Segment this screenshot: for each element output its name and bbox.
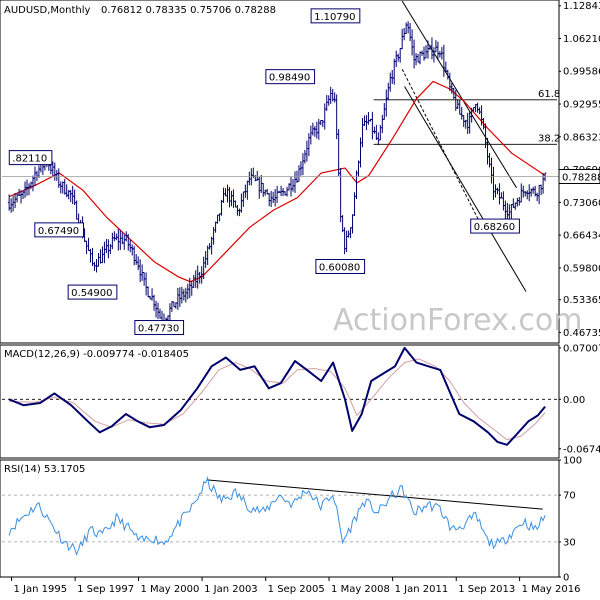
x-tick-label: 1 Jan 2011 [395, 584, 449, 595]
price-y-tick-label: 0.53365 [563, 295, 600, 306]
x-axis: 1 Jan 1995 1 Sep 1997 1 May 2000 1 Jan 2003… [11, 577, 581, 595]
svg-text:.82110: .82110 [12, 154, 47, 165]
moving-average-line [8, 80, 546, 283]
svg-text:0.54900: 0.54900 [71, 288, 112, 299]
x-tick-label: 1 Sep 2005 [268, 584, 325, 595]
rsi-y-axis: 100 70 30 0 [559, 456, 582, 584]
macd-y-tick-label: 0.00 [563, 395, 585, 406]
rsi-pane-frame [0, 459, 560, 578]
x-tick-label: 1 Sep 1997 [77, 584, 134, 595]
rsi-trendline [206, 479, 543, 510]
price-annotation: .82110 [8, 150, 53, 166]
channel-lower-line [404, 86, 527, 292]
price-y-axis: 1.128431.062100.995860.929550.863230.796… [2, 1, 600, 339]
rsi-y-tick-label: 30 [563, 537, 576, 548]
price-pane[interactable]: ActionForex.com 61.8 38.2 1.10790 0.98490.… [0, 0, 600, 344]
fib-level-label: 61.8 [538, 89, 560, 100]
fib-level-label: 38.2 [538, 133, 560, 144]
macd-pane[interactable]: MACD(12,26,9) -0.009774 -0.018405 0.0700… [0, 343, 600, 459]
price-annotation: 0.98490 [265, 69, 316, 85]
rsi-y-tick-label: 100 [563, 456, 582, 467]
price-annotation: 0.54900 [67, 284, 118, 300]
macd-pane-frame [0, 344, 560, 459]
x-tick-label: 1 Jan 2003 [204, 584, 258, 595]
price-annotations: 1.10790 0.98490 .82110 0.67490 0.54900 0.4773… [8, 8, 520, 336]
watermark: ActionForex.com [333, 303, 582, 338]
price-y-tick-label: 0.66434 [563, 231, 600, 242]
x-tick-label: 1 May 2000 [140, 584, 199, 595]
x-tick-label: 1 Sep 2013 [458, 584, 515, 595]
price-annotation: 0.67490 [34, 222, 85, 238]
channel-dashed-line [401, 68, 482, 225]
price-annotation: 0.60080 [315, 258, 366, 274]
svg-text:0.60080: 0.60080 [319, 262, 360, 273]
price-y-tick-label: 0.92955 [563, 100, 600, 111]
last-price-box [558, 169, 600, 185]
price-title: AUDUSD,Monthly [4, 5, 91, 16]
macd-lines [2, 346, 559, 446]
rsi-lines [2, 476, 559, 556]
price-annotation: 1.10790 [310, 8, 361, 24]
price-y-tick-label: 0.86323 [563, 132, 600, 143]
last-price-label: 0.78288 [562, 173, 600, 184]
channel-upper-line [401, 0, 517, 189]
x-tick-label: 1 May 2016 [522, 584, 581, 595]
svg-text:0.98490: 0.98490 [269, 73, 310, 84]
price-y-tick-label: 0.46735 [563, 328, 600, 339]
price-ohlc-values: 0.76812 0.78335 0.75706 0.78288 [101, 5, 276, 16]
rsi-pane[interactable]: RSI(14) 53.1705 100 70 30 0 [0, 456, 582, 584]
svg-text:1.10790: 1.10790 [314, 12, 355, 23]
svg-text:0.47730: 0.47730 [138, 324, 179, 335]
rsi-y-tick-label: 0 [563, 573, 569, 584]
price-annotation: 0.47730 [134, 320, 185, 336]
macd-y-axis: 0.070071 0.00 -0.067423 [559, 343, 600, 455]
macd-main-line [8, 346, 546, 446]
rsi-line [8, 476, 546, 556]
price-reference-lines: 61.8 38.2 [373, 89, 560, 145]
rsi-y-tick-label: 70 [563, 491, 576, 502]
x-tick-label: 1 Jan 1995 [14, 584, 68, 595]
price-bar [543, 172, 547, 182]
moving-average-path [8, 80, 546, 283]
x-tick-label: 1 May 2008 [331, 584, 390, 595]
macd-y-tick-label: 0.070071 [563, 343, 600, 354]
macd-y-tick-label: -0.067423 [563, 444, 600, 455]
svg-text:0.68260: 0.68260 [474, 222, 515, 233]
price-y-tick-label: 1.12843 [563, 1, 600, 12]
price-y-tick-label: 0.99586 [563, 67, 600, 78]
rsi-title: RSI(14) 53.1705 [4, 464, 85, 475]
macd-title: MACD(12,26,9) -0.009774 -0.018405 [4, 349, 189, 360]
price-annotation: 0.68260 [470, 218, 520, 234]
price-bars [7, 21, 547, 333]
svg-text:0.67490: 0.67490 [38, 226, 79, 237]
trend-channel [401, 0, 527, 292]
